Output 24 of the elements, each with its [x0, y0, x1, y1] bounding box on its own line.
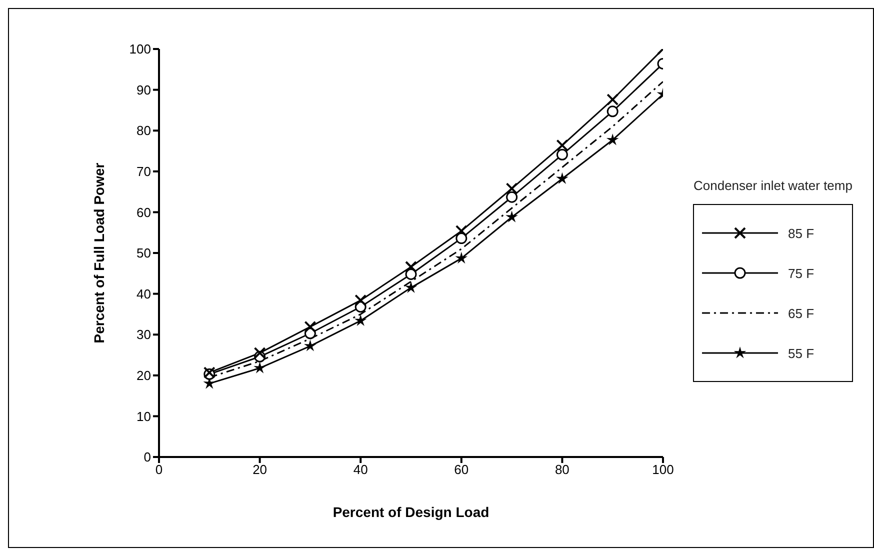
y-tick-label: 0: [144, 450, 151, 465]
y-tick-label: 80: [136, 123, 151, 138]
y-axis-title: Percent of Full Load Power: [90, 162, 107, 344]
x-axis-title: Percent of Design Load: [332, 504, 490, 520]
y-tick-label: 70: [136, 164, 151, 180]
y-tick-label: 100: [129, 42, 151, 57]
legend-title: Condenser inlet water temp: [693, 177, 853, 195]
y-tick-label: 60: [136, 204, 151, 220]
y-tick-label: 20: [136, 368, 151, 384]
x-tick-label: 40: [353, 462, 368, 478]
text: 75 F: [788, 266, 814, 280]
x-tick-label: 20: [252, 462, 268, 478]
y-tick-label: 30: [136, 327, 151, 342]
x-tick-label: 0: [155, 462, 163, 478]
y-tick-label: 50: [136, 246, 151, 261]
x-tick-label: 100: [652, 462, 674, 478]
y-tick-label: 10: [136, 408, 151, 424]
text: 65 F: [788, 306, 814, 320]
y-tick-label: 40: [136, 286, 151, 302]
y-tick-label: 90: [136, 82, 151, 98]
x-tick-label: 80: [554, 462, 570, 478]
x-tick-label: 60: [454, 462, 469, 478]
text: 55 F: [788, 346, 814, 360]
text: 85 F: [788, 226, 814, 240]
